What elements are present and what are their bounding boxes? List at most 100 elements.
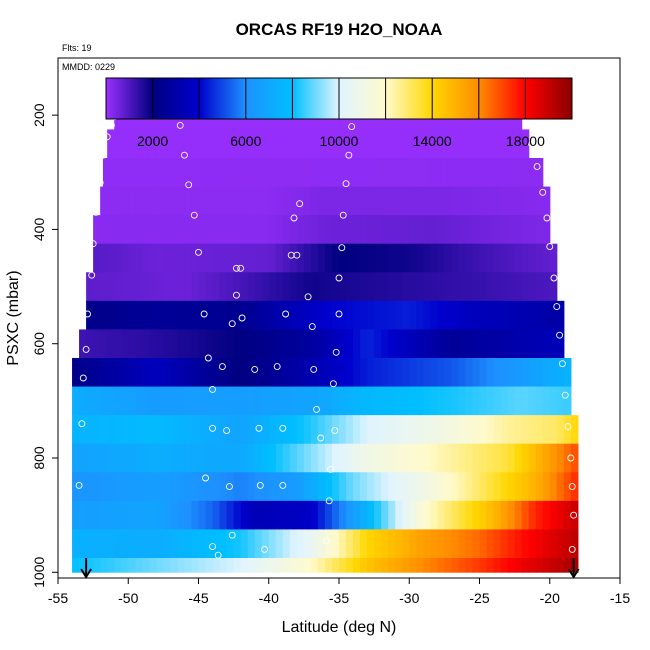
- heatmap-cell: [219, 358, 228, 387]
- y-axis-label: PSXC (mbar): [5, 270, 22, 365]
- heatmap-cell: [500, 329, 509, 359]
- heatmap-cell: [289, 358, 298, 387]
- heatmap-cell: [72, 443, 80, 473]
- heatmap-cell: [79, 386, 87, 416]
- heatmap-cell: [310, 272, 319, 302]
- heatmap-cell: [236, 158, 245, 187]
- heatmap-cell: [472, 500, 481, 530]
- heatmap-cell: [402, 215, 410, 245]
- heatmap-cell: [107, 529, 115, 559]
- heatmap-cell: [159, 158, 167, 187]
- heatmap-cell: [549, 529, 558, 559]
- heatmap-cell: [233, 329, 242, 359]
- y-axis: 200 400 600 800 1000: [31, 103, 58, 588]
- heatmap-cell: [264, 158, 273, 187]
- heatmap-cell: [226, 358, 235, 387]
- heatmap-cell: [149, 129, 157, 159]
- heatmap-cell: [163, 415, 171, 445]
- heatmap-cell: [542, 243, 551, 273]
- heatmap-cell: [346, 415, 354, 445]
- colorbar-tick-label: 14000: [413, 133, 452, 149]
- heatmap-cell: [282, 215, 291, 245]
- heatmap-cell: [247, 243, 256, 273]
- heatmap-cell: [388, 558, 396, 573]
- heatmap-cell: [381, 472, 389, 502]
- heatmap-cell: [205, 386, 214, 416]
- heatmap-cell: [317, 529, 326, 559]
- heatmap-cell: [472, 472, 481, 502]
- heatmap-cell: [282, 500, 291, 530]
- heatmap-cell: [212, 186, 221, 216]
- colorbar-tick-label: 2000: [137, 133, 168, 149]
- heatmap-cell: [479, 186, 488, 216]
- heatmap-cell: [121, 186, 129, 216]
- heatmap-cell: [205, 415, 214, 445]
- heatmap-cell: [465, 386, 474, 416]
- heatmap-cell: [191, 558, 200, 573]
- heatmap-cell: [388, 215, 396, 245]
- heatmap-cell: [296, 500, 305, 530]
- heatmap-cell: [226, 243, 235, 273]
- heatmap-cell: [447, 158, 455, 187]
- heatmap-cell: [500, 500, 509, 530]
- heatmap-cell: [135, 358, 143, 387]
- heatmap-cell: [339, 443, 347, 473]
- heatmap-cell: [395, 186, 403, 216]
- heatmap-cell: [261, 329, 270, 359]
- heatmap-cell: [409, 358, 417, 387]
- flight-end-arrows: [80, 558, 580, 579]
- heatmap-cell: [219, 300, 228, 330]
- heatmap-cell: [149, 329, 157, 359]
- heatmap-cell: [324, 329, 333, 359]
- heatmap-cell: [416, 186, 424, 216]
- heatmap-cell: [296, 472, 305, 502]
- heatmap-cell: [247, 300, 256, 330]
- heatmap-cell: [388, 129, 396, 159]
- heatmap-cell: [542, 300, 551, 330]
- heatmap-cell: [163, 472, 171, 502]
- heatmap-cell: [409, 243, 417, 273]
- heatmap-cell: [219, 500, 228, 530]
- heatmap-cell: [177, 358, 186, 387]
- heatmap-cell: [339, 129, 347, 159]
- heatmap-cell: [514, 300, 523, 330]
- heatmap-cell: [514, 243, 523, 273]
- heatmap-cell: [268, 329, 277, 359]
- heatmap-cell: [191, 329, 200, 359]
- heatmap-cell: [395, 529, 403, 559]
- heatmap-cell: [402, 443, 410, 473]
- track-point: [180, 151, 188, 159]
- heatmap-cell: [170, 272, 179, 302]
- heatmap-cell: [444, 215, 452, 245]
- heatmap-cell: [458, 215, 467, 245]
- heatmap-cell: [426, 158, 434, 187]
- heatmap-cell: [86, 415, 94, 445]
- heatmap-cell: [402, 358, 410, 387]
- heatmap-cell: [233, 558, 242, 573]
- heatmap-cell: [451, 472, 460, 502]
- heatmap-cell: [114, 415, 122, 445]
- heatmap-cell: [430, 215, 438, 245]
- heatmap-cell: [149, 215, 157, 245]
- heatmap-cell: [184, 186, 193, 216]
- heatmap-cell: [423, 529, 431, 559]
- heatmap-cell: [177, 443, 186, 473]
- heatmap-cell: [254, 272, 263, 302]
- heatmap-cell: [226, 186, 235, 216]
- heatmap-cell: [388, 358, 396, 387]
- heatmap-cell: [114, 500, 122, 530]
- heatmap-cell: [191, 272, 200, 302]
- heatmap-cell: [79, 443, 87, 473]
- heatmap-cell: [353, 329, 361, 359]
- heatmap-cell: [198, 558, 207, 573]
- heatmap-cell: [381, 415, 389, 445]
- heatmap-cell: [341, 158, 350, 187]
- heatmap-cell: [416, 300, 424, 330]
- heatmap-cell: [507, 558, 516, 573]
- heatmap-cell: [528, 300, 537, 330]
- heatmap-cell: [156, 415, 164, 445]
- heatmap-cell: [542, 386, 551, 416]
- heatmap-cell: [514, 415, 523, 445]
- heatmap-cell: [177, 500, 186, 530]
- heatmap-cell: [177, 300, 186, 330]
